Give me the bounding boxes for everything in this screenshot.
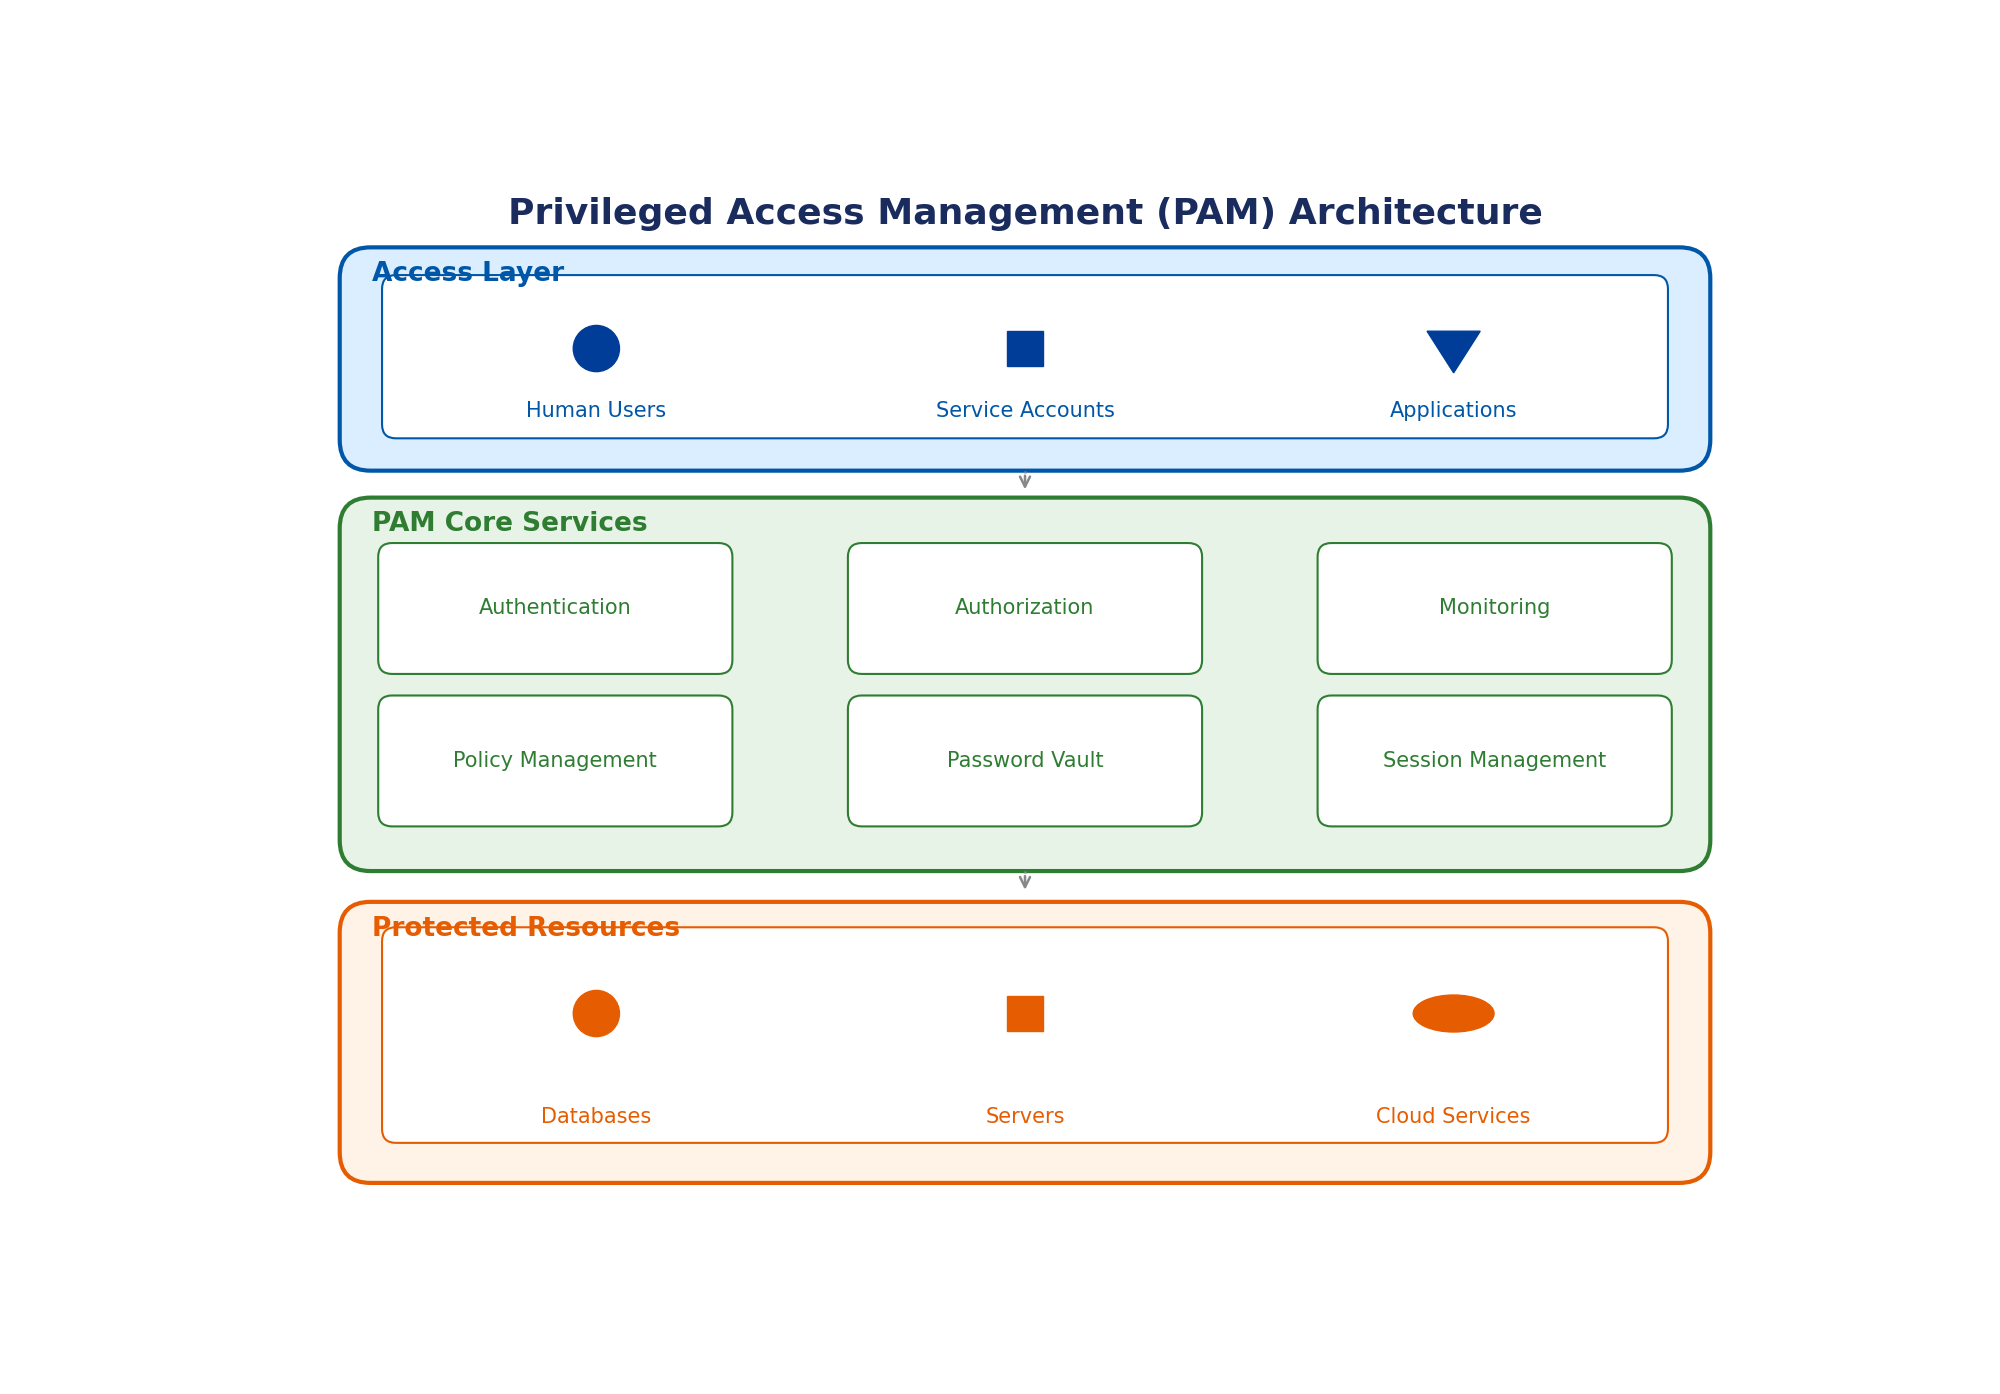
Circle shape	[574, 325, 620, 372]
Text: PAM Core Services: PAM Core Services	[372, 512, 648, 538]
FancyBboxPatch shape	[382, 927, 1668, 1143]
Ellipse shape	[1414, 995, 1494, 1032]
FancyBboxPatch shape	[1318, 544, 1672, 673]
Text: Authorization: Authorization	[956, 598, 1094, 619]
FancyBboxPatch shape	[378, 544, 732, 673]
FancyBboxPatch shape	[848, 544, 1202, 673]
Text: Human Users: Human Users	[526, 401, 666, 421]
FancyBboxPatch shape	[340, 498, 1710, 871]
Text: Policy Management: Policy Management	[454, 751, 658, 771]
FancyBboxPatch shape	[378, 696, 732, 827]
FancyBboxPatch shape	[1318, 696, 1672, 827]
Polygon shape	[1428, 332, 1480, 372]
Bar	[1008, 995, 1042, 1032]
Text: Databases: Databases	[542, 1107, 652, 1128]
Text: Monitoring: Monitoring	[1440, 598, 1550, 619]
Text: Cloud Services: Cloud Services	[1376, 1107, 1530, 1128]
Text: Servers: Servers	[986, 1107, 1064, 1128]
FancyBboxPatch shape	[340, 247, 1710, 471]
Text: Authentication: Authentication	[478, 598, 632, 619]
Bar	[1008, 330, 1042, 367]
Text: Session Management: Session Management	[1384, 751, 1606, 771]
Text: Service Accounts: Service Accounts	[936, 401, 1114, 421]
Circle shape	[574, 990, 620, 1037]
FancyBboxPatch shape	[848, 696, 1202, 827]
Text: Protected Resources: Protected Resources	[372, 916, 680, 942]
Text: Privileged Access Management (PAM) Architecture: Privileged Access Management (PAM) Archi…	[508, 198, 1542, 231]
FancyBboxPatch shape	[340, 902, 1710, 1184]
Text: Applications: Applications	[1390, 401, 1518, 421]
FancyBboxPatch shape	[382, 275, 1668, 438]
Text: Access Layer: Access Layer	[372, 261, 564, 287]
Text: Password Vault: Password Vault	[946, 751, 1104, 771]
